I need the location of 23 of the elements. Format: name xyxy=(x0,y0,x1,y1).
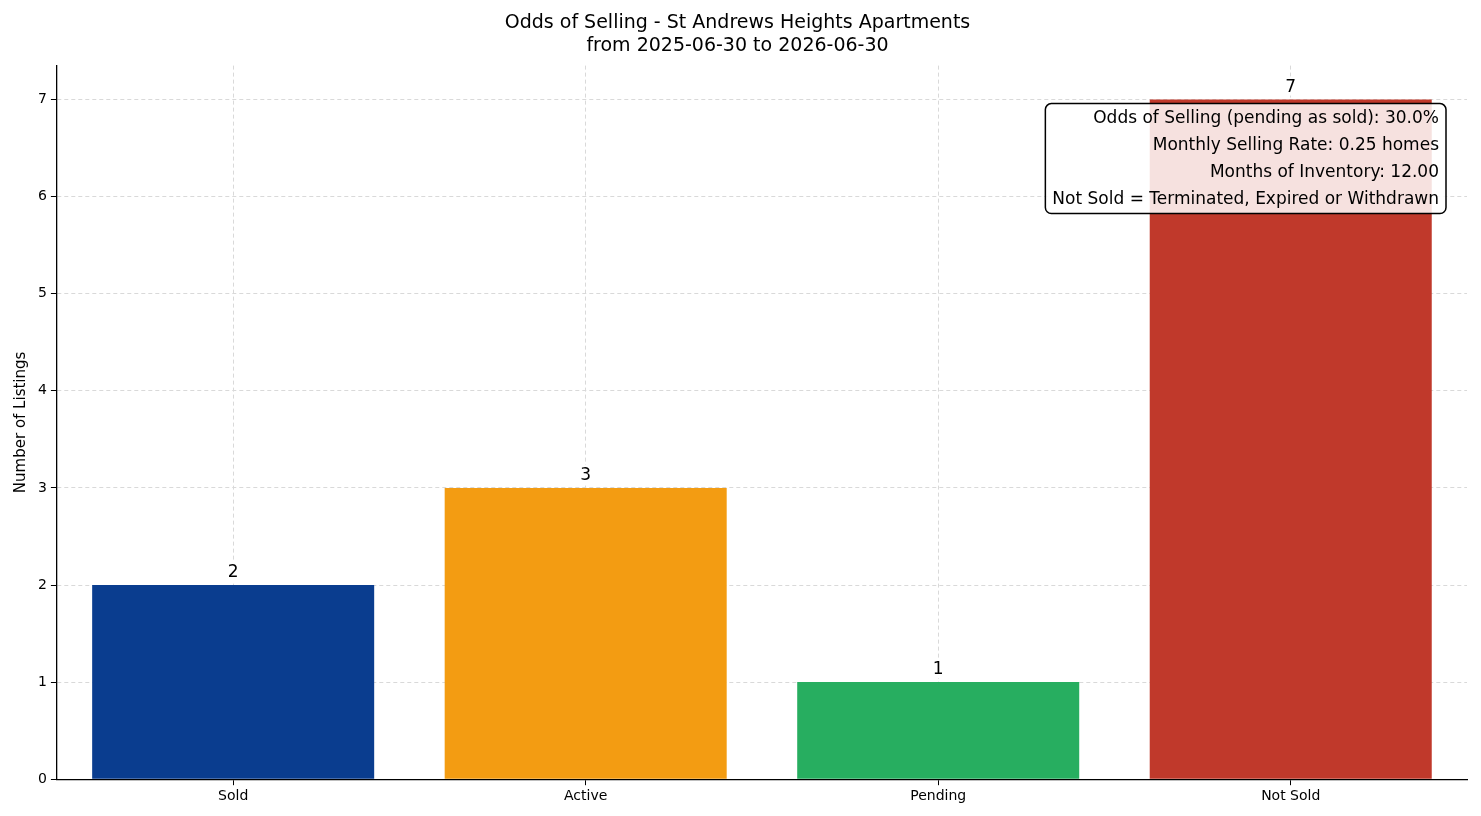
data-label: 2 xyxy=(227,560,239,581)
data-label: 1 xyxy=(932,658,944,679)
y-tick-label: 3 xyxy=(37,478,47,495)
y-tick-label: 4 xyxy=(37,381,47,398)
bar xyxy=(92,585,375,779)
x-tick-label: Not Sold xyxy=(1261,787,1321,804)
chart-subtitle: from 2025-06-30 to 2026-06-30 xyxy=(586,33,889,56)
y-tick-label: 7 xyxy=(37,90,47,107)
y-tick-label: 0 xyxy=(37,769,47,786)
y-tick-label: 2 xyxy=(37,575,47,592)
bar xyxy=(797,682,1080,779)
chart-title: Odds of Selling - St Andrews Heights Apartments xyxy=(504,10,971,33)
bar xyxy=(444,487,727,779)
data-label: 7 xyxy=(1285,75,1297,96)
annotation: Odds of Selling (pending as sold): 30.0% Monthly Selling Rate: 0.25 homes Months of Inventory: 12.00 Not Sold = Terminated, Expired or Withdrawn xyxy=(1052,106,1440,208)
x-tick-label: Active xyxy=(564,787,608,804)
y-tick-label: 5 xyxy=(37,284,47,301)
x-tick-label: Pending xyxy=(910,787,967,804)
y-axis-title: Number of Listings xyxy=(10,351,29,494)
y-tick-label: 1 xyxy=(37,672,47,689)
x-tick-label: Sold xyxy=(218,787,249,804)
y-tick-label: 6 xyxy=(37,187,47,204)
data-label: 3 xyxy=(580,463,592,484)
